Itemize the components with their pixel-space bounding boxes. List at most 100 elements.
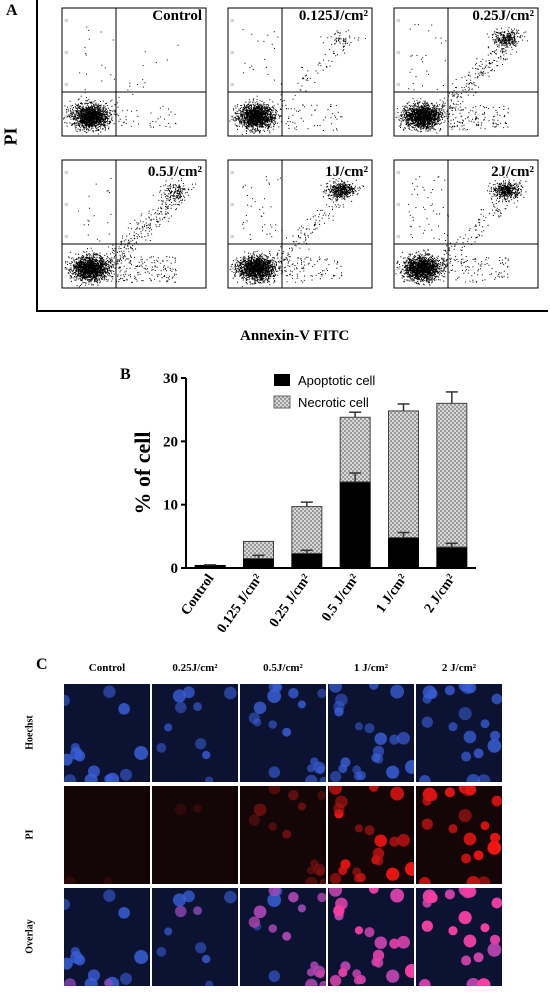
svg-text:10: 10 <box>64 82 68 87</box>
panel-a-frame <box>36 0 548 312</box>
error-bar-necrotic <box>349 411 362 418</box>
x-tick-label: 1 J/cm² <box>374 572 411 616</box>
svg-text:10: 10 <box>64 170 68 175</box>
micro-row-header: Hoechst <box>24 715 36 750</box>
svg-text:10: 10 <box>64 234 68 239</box>
micrograph-overlay <box>240 888 326 986</box>
legend-label-apoptotic: Apoptotic cell <box>298 373 375 388</box>
x-tick-label: 0.25 J/cm² <box>267 572 314 631</box>
svg-text:10: 10 <box>230 266 234 271</box>
svg-text:10: 10 <box>396 114 400 119</box>
y-axis-label: % of cell <box>130 431 155 514</box>
micrograph-overlay <box>328 888 414 986</box>
error-bar-apoptotic <box>252 554 265 559</box>
micrograph-pi <box>152 786 238 884</box>
x-tick-label: 0.5 J/cm² <box>319 572 362 625</box>
svg-text:10: 10 <box>396 82 400 87</box>
micro-row-header: Overlay <box>24 919 36 954</box>
bar-necrotic <box>291 506 323 554</box>
flow-plot: 10 10 10 10 Control <box>56 4 212 146</box>
micrograph-hoechst <box>64 684 150 782</box>
flow-plot-label: 1J/cm² <box>325 164 368 180</box>
micrograph-svg <box>152 684 238 782</box>
micrograph-pi <box>64 786 150 884</box>
error-bar-necrotic <box>300 501 313 507</box>
micrograph-hoechst <box>240 684 326 782</box>
flow-plot-label: 2J/cm² <box>491 164 534 180</box>
micrograph-svg <box>64 684 150 782</box>
legend-swatch-necrotic <box>273 395 291 409</box>
flow-plot-svg: 10 10 10 10 <box>61 7 207 137</box>
bar-necrotic <box>436 402 468 548</box>
micro-column-header: 0.5J/cm² <box>263 662 303 674</box>
svg-text:10: 10 <box>64 50 68 55</box>
flow-plot-label: 0.25J/cm² <box>472 8 534 24</box>
flow-plot: 10 10 10 10 1J/cm² <box>222 156 378 298</box>
bar-apoptotic <box>339 481 371 569</box>
svg-text:10: 10 <box>64 18 68 23</box>
svg-text:10: 10 <box>396 170 400 175</box>
micro-column-header: Control <box>88 662 126 674</box>
svg-text:10: 10 <box>230 18 234 23</box>
micrograph-hoechst <box>416 684 502 782</box>
micrograph-svg <box>328 888 414 986</box>
bar-apoptotic <box>291 552 323 569</box>
flow-plot-label: 0.5J/cm² <box>147 164 202 180</box>
micrograph-svg <box>416 786 502 884</box>
error-bar-apoptotic <box>204 564 217 566</box>
x-tick-label: 0.125 J/cm² <box>215 572 266 636</box>
micrograph-svg <box>64 786 150 884</box>
svg-text:10: 10 <box>64 114 68 119</box>
micrograph-overlay <box>152 888 238 986</box>
bar-apoptotic <box>436 546 468 569</box>
micrograph-svg <box>328 684 414 782</box>
y-tick-label: 20 <box>163 434 178 450</box>
bar-apoptotic <box>388 537 419 569</box>
bar-necrotic <box>339 416 371 483</box>
micrograph-pi <box>416 786 502 884</box>
svg-text:10: 10 <box>396 266 400 271</box>
x-tick-label: 2 J/cm² <box>422 572 459 616</box>
panel-b-letter: B <box>120 366 131 383</box>
micrograph-svg <box>240 888 326 986</box>
micrograph-svg <box>152 888 238 986</box>
micrograph-svg <box>416 684 502 782</box>
micro-row-header: PI <box>24 829 36 840</box>
flow-plot-label: Control <box>152 8 202 24</box>
panel-a-letter: A <box>6 2 18 19</box>
micro-column-header: 1 J/cm² <box>353 662 389 674</box>
stacked-bar-chart: 0 10 20 30 % of cell Control 0.125 J/cm² 0.25 J… <box>130 368 490 653</box>
svg-text:10: 10 <box>230 234 234 239</box>
micrograph-pi <box>240 786 326 884</box>
micro-column-header: 2 J/cm² <box>441 662 477 674</box>
y-tick-label: 0 <box>171 561 179 577</box>
micrograph-svg <box>64 888 150 986</box>
error-bar-necrotic <box>445 391 458 404</box>
bar-apoptotic <box>243 558 274 569</box>
micrograph-overlay <box>64 888 150 986</box>
legend: Apoptotic cell Necrotic cell <box>273 373 375 410</box>
bar-necrotic <box>388 410 419 539</box>
x-tick-label: Control <box>179 572 218 619</box>
flow-plot: 10 10 10 10 0.25J/cm² <box>388 4 544 146</box>
svg-text:10: 10 <box>64 202 68 207</box>
legend-swatch-apoptotic <box>274 374 290 386</box>
error-bar-necrotic <box>397 403 410 411</box>
micrograph-overlay <box>416 888 502 986</box>
svg-text:10: 10 <box>230 202 234 207</box>
micrograph-svg <box>240 786 326 884</box>
micro-column-header: 0.25J/cm² <box>172 662 218 674</box>
svg-text:10: 10 <box>230 82 234 87</box>
micrograph-svg <box>328 786 414 884</box>
panel-c-letter: C <box>36 656 48 673</box>
error-bar-apoptotic <box>349 472 362 482</box>
micrograph-svg <box>152 786 238 884</box>
svg-text:10: 10 <box>396 18 400 23</box>
